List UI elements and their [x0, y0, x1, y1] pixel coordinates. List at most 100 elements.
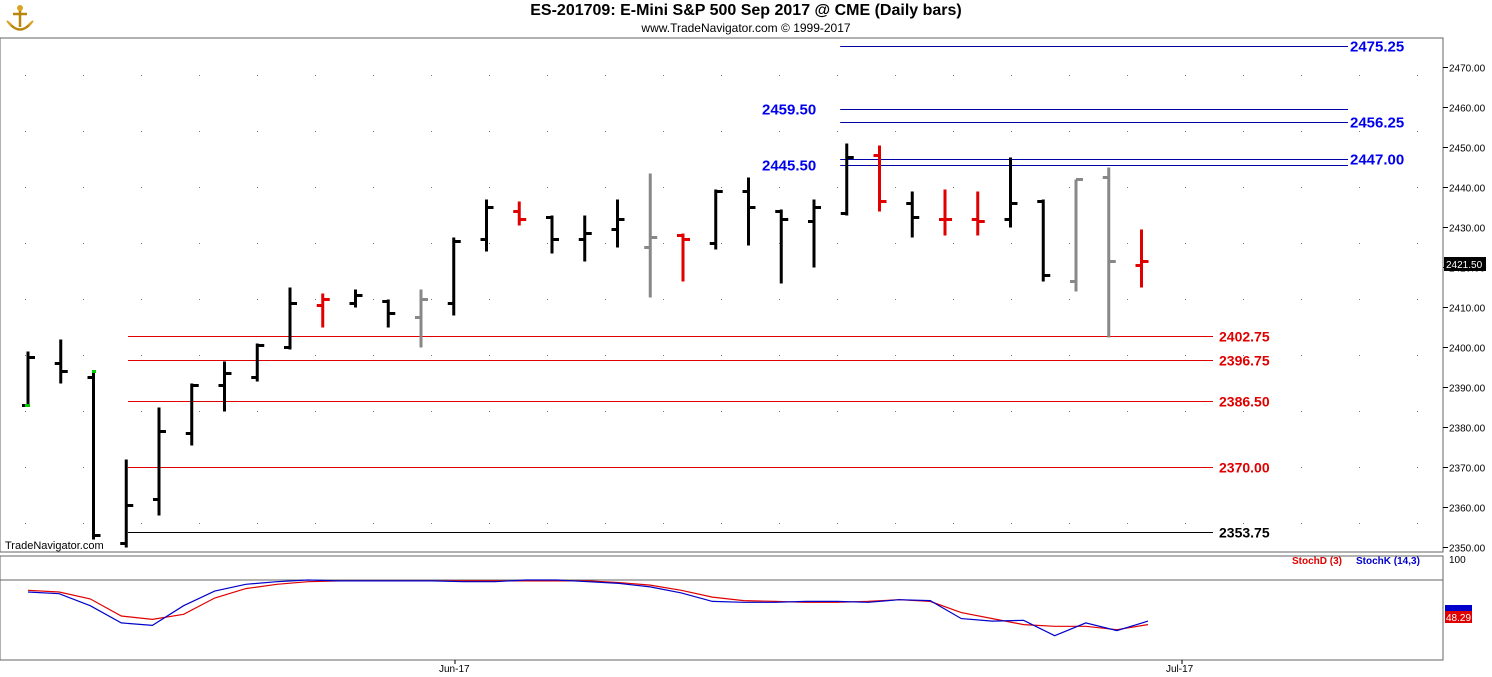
- stoch-d-value-label: 48.29: [1446, 613, 1471, 624]
- grid-dot: [663, 187, 664, 188]
- y-tick-label: 2370.00: [1449, 464, 1486, 475]
- grid-dot: [1185, 75, 1186, 76]
- y-tick-label: 2350.00: [1449, 544, 1486, 555]
- grid-dot: [1243, 523, 1244, 524]
- watermark: TradeNavigator.com: [5, 540, 104, 552]
- grid-dot: [1417, 299, 1418, 300]
- grid-dot: [315, 187, 316, 188]
- grid-dot: [547, 355, 548, 356]
- grid-dot: [199, 131, 200, 132]
- grid-dot: [1301, 131, 1302, 132]
- grid-dot: [779, 355, 780, 356]
- grid-dot: [1011, 131, 1012, 132]
- grid-dot: [489, 131, 490, 132]
- ohlc-bar: [873, 145, 887, 212]
- grid-dot: [1127, 243, 1128, 244]
- grid-dot: [837, 299, 838, 300]
- grid-dot: [25, 467, 26, 468]
- grid-dot: [721, 355, 722, 356]
- y-tick-label: 2440.00: [1449, 184, 1486, 195]
- grid-dot: [953, 243, 954, 244]
- level-label: 2386.50: [1219, 394, 1270, 410]
- ohlc-bar: [185, 383, 199, 446]
- grid-dot: [895, 355, 896, 356]
- ohlc-bar: [1135, 229, 1149, 288]
- grid-dot: [489, 187, 490, 188]
- grid-dot: [1185, 523, 1186, 524]
- grid-dot: [431, 523, 432, 524]
- grid-dot: [663, 523, 664, 524]
- grid-dot: [953, 355, 954, 356]
- grid-dot: [1243, 411, 1244, 412]
- x-tick-label: Jun-17: [439, 664, 470, 675]
- grid-dot: [489, 299, 490, 300]
- y-tick-label: 2400.00: [1449, 344, 1486, 355]
- level-label: 2445.50: [762, 158, 816, 175]
- ohlc-bar: [546, 215, 559, 254]
- grid-dot: [895, 187, 896, 188]
- ohlc-bar: [906, 191, 920, 238]
- grid-dot: [257, 299, 258, 300]
- grid-dot: [663, 355, 664, 356]
- grid-dot: [1127, 355, 1128, 356]
- grid-dot: [1301, 523, 1302, 524]
- grid-dot: [1069, 411, 1070, 412]
- grid-dot: [83, 467, 84, 468]
- grid-dot: [1359, 187, 1360, 188]
- grid-dot: [1301, 243, 1302, 244]
- price-axis: 2350.00 2360.00 2370.00 2380.00 2390.00 2400.…: [1443, 64, 1486, 555]
- grid-dot: [1417, 187, 1418, 188]
- grid-dot: [1359, 131, 1360, 132]
- grid-dot: [1243, 355, 1244, 356]
- ohlc-bar: [251, 343, 265, 382]
- grid-dot: [1301, 75, 1302, 76]
- grid-dot: [1127, 131, 1128, 132]
- grid-dot: [1301, 299, 1302, 300]
- grid-dot: [953, 75, 954, 76]
- grid-dot: [779, 131, 780, 132]
- ohlc-bar: [677, 233, 690, 282]
- grid-dot: [1127, 523, 1128, 524]
- grid-dot: [431, 187, 432, 188]
- ohlc-bar: [447, 237, 461, 316]
- ohlc-bar: [349, 289, 363, 308]
- ohlc-bar: [480, 199, 494, 252]
- stochastic-indicator: [27, 579, 1149, 637]
- grid-dot: [199, 75, 200, 76]
- grid-dot: [1127, 75, 1128, 76]
- grid-dot: [199, 355, 200, 356]
- grid-dot: [1359, 355, 1360, 356]
- grid-dot: [837, 187, 838, 188]
- x-tick-label: Jul-17: [1166, 664, 1194, 675]
- grid-dot: [605, 131, 606, 132]
- grid-dot: [199, 523, 200, 524]
- grid-dot: [315, 243, 316, 244]
- ohlc-bar: [1004, 157, 1018, 228]
- grid-dot: [605, 75, 606, 76]
- grid-dot: [1359, 523, 1360, 524]
- grid-dot: [779, 187, 780, 188]
- grid-dot: [257, 523, 258, 524]
- grid-dot: [25, 75, 26, 76]
- grid-dot: [83, 131, 84, 132]
- grid-dot: [953, 187, 954, 188]
- ohlc-bar: [316, 293, 330, 328]
- grid-dot: [779, 411, 780, 412]
- grid-dot: [779, 243, 780, 244]
- y-tick-label: 2460.00: [1449, 104, 1486, 115]
- ohlc-bar: [415, 289, 428, 348]
- grid-dot: [547, 299, 548, 300]
- grid-dot: [315, 523, 316, 524]
- copyright-text: www.TradeNavigator.com © 1999-2017: [641, 21, 851, 35]
- ohlc-bar: [87, 371, 101, 540]
- grid-dot: [547, 243, 548, 244]
- grid-dot: [547, 187, 548, 188]
- grid-dot: [431, 75, 432, 76]
- grid-dot: [25, 355, 26, 356]
- grid-dot: [1011, 411, 1012, 412]
- level-label: 2396.75: [1219, 353, 1270, 369]
- grid-dot: [837, 243, 838, 244]
- ohlc-bar: [840, 143, 854, 216]
- grid-dot: [25, 523, 26, 524]
- grid-dot: [1359, 467, 1360, 468]
